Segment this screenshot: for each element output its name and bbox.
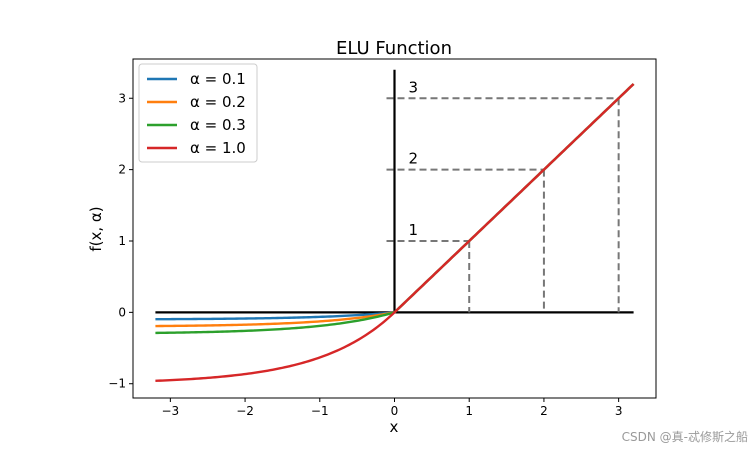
dashed-guides: 1 2 3 [386, 78, 620, 313]
y-tick-label: 0 [118, 305, 126, 319]
legend-label-3: α = 1.0 [190, 139, 246, 157]
x-tick-label: −3 [162, 404, 180, 418]
watermark-text: CSDN @真-忒修斯之船 [622, 429, 748, 444]
axis-ticks: −3 −2 −1 0 1 2 3 −1 0 1 2 3 [108, 91, 622, 418]
legend: α = 0.1 α = 0.2 α = 0.3 α = 1.0 [138, 63, 258, 163]
legend-label-1: α = 0.2 [190, 93, 246, 111]
x-tick-label: 2 [540, 404, 548, 418]
y-tick-label: 3 [118, 91, 126, 105]
y-axis-title: f(x, α) [87, 206, 105, 251]
y-tick-label: −1 [108, 377, 126, 391]
x-tick-label: 1 [465, 404, 473, 418]
legend-box [138, 63, 258, 163]
x-tick-label: 3 [615, 404, 623, 418]
guide-label-3: 3 [409, 78, 419, 96]
legend-label-2: α = 0.3 [190, 116, 246, 134]
series-lines [155, 83, 635, 383]
x-tick-label: −1 [311, 404, 329, 418]
legend-label-0: α = 0.1 [190, 70, 246, 88]
x-tick-label: −2 [236, 404, 254, 418]
x-tick-label: 0 [391, 404, 399, 418]
series-line-3 [155, 83, 635, 383]
guide-label-2: 2 [409, 150, 419, 168]
chart-title: ELU Function [336, 38, 452, 59]
y-tick-label: 1 [118, 234, 126, 248]
x-axis-title: x [390, 418, 399, 436]
guide-label-1: 1 [409, 221, 419, 239]
y-tick-label: 2 [118, 163, 126, 177]
